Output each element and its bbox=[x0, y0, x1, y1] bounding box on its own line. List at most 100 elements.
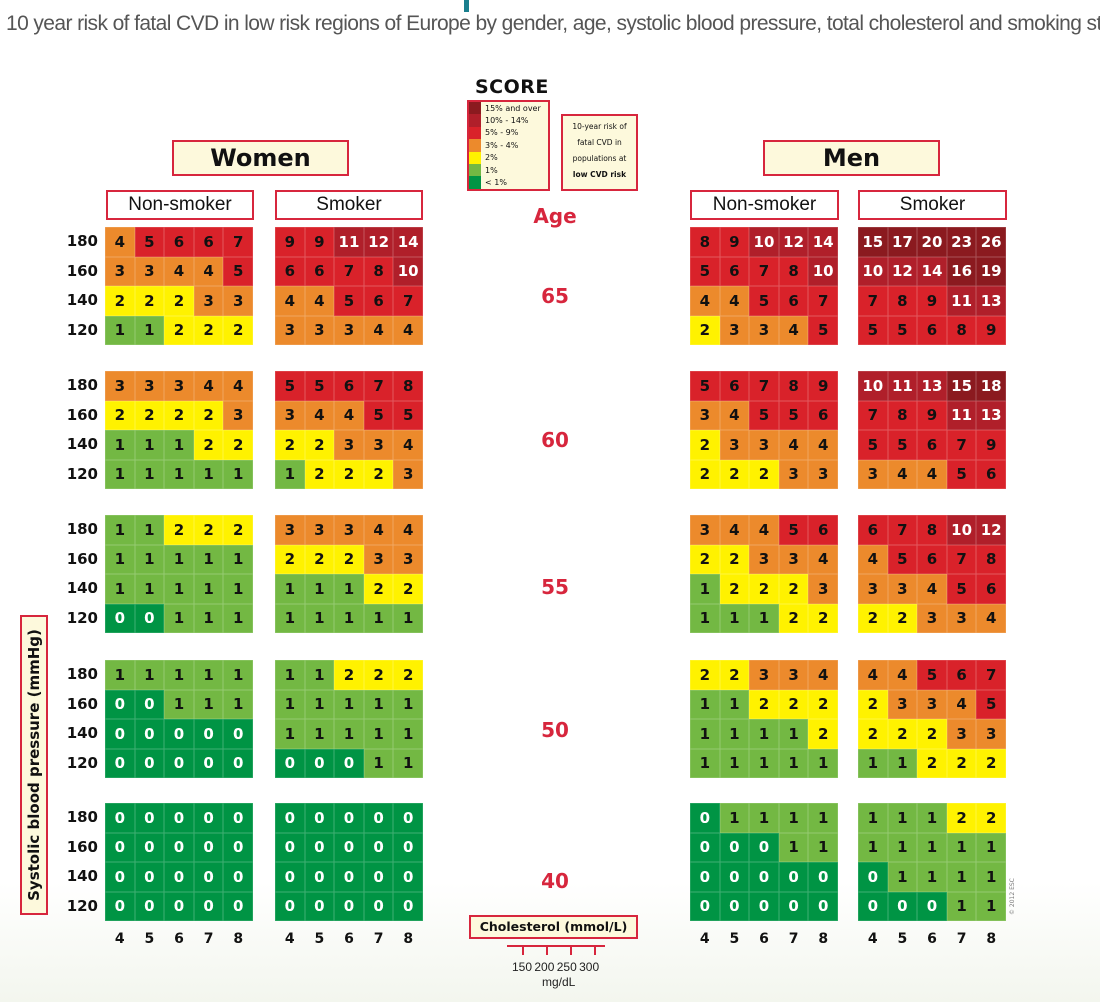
risk-cell: 6 bbox=[719, 371, 750, 401]
risk-cell: 13 bbox=[976, 286, 1006, 316]
risk-cell: 2 bbox=[690, 315, 720, 345]
risk-cell: 10 bbox=[858, 256, 888, 286]
risk-cell: 1 bbox=[946, 832, 977, 862]
risk-cell: 1 bbox=[134, 544, 165, 574]
risk-cell: 0 bbox=[304, 832, 335, 862]
risk-cell: 6 bbox=[363, 286, 394, 316]
risk-cell: 1 bbox=[134, 459, 165, 489]
risk-cell: 0 bbox=[690, 832, 720, 862]
legend-label: 3% - 4% bbox=[485, 140, 519, 150]
risk-cell: 0 bbox=[778, 891, 809, 921]
risk-cell: 0 bbox=[134, 862, 165, 892]
risk-cell: 4 bbox=[887, 660, 918, 690]
risk-cell: 0 bbox=[193, 748, 224, 778]
risk-cell: 0 bbox=[334, 862, 364, 892]
risk-cell: 2 bbox=[917, 719, 947, 749]
risk-cell: 15 bbox=[946, 371, 977, 401]
risk-cell: 1 bbox=[223, 689, 253, 719]
risk-cell: 0 bbox=[134, 719, 165, 749]
risk-cell: 0 bbox=[304, 803, 335, 833]
risk-cell: 4 bbox=[105, 227, 135, 257]
risk-cell: 1 bbox=[105, 660, 135, 690]
risk-cell: 9 bbox=[917, 286, 947, 316]
risk-cell: 5 bbox=[134, 227, 165, 257]
risk-cell: 0 bbox=[275, 832, 305, 862]
risk-cell: 1 bbox=[105, 515, 135, 545]
risk-cell: 1 bbox=[749, 748, 779, 778]
risk-cell: 2 bbox=[749, 574, 779, 604]
risk-cell: 2 bbox=[690, 544, 720, 574]
risk-cell: 2 bbox=[719, 459, 750, 489]
risk-cell: 3 bbox=[304, 515, 335, 545]
risk-cell: 1 bbox=[304, 574, 335, 604]
risk-cell: 0 bbox=[193, 832, 224, 862]
risk-cell: 2 bbox=[164, 286, 194, 316]
mgdl-ticks: 150 200 250 300 bbox=[512, 960, 599, 974]
y-axis-label-text: Systolic blood pressure (mmHg) bbox=[25, 629, 43, 901]
legend-label: 1% bbox=[485, 165, 498, 175]
cholesterol-tick: 5 bbox=[897, 931, 908, 947]
risk-cell: 1 bbox=[363, 603, 394, 633]
risk-cell: 0 bbox=[363, 832, 394, 862]
risk-cell: 5 bbox=[946, 459, 977, 489]
risk-cell: 0 bbox=[778, 862, 809, 892]
risk-cell: 1 bbox=[393, 689, 423, 719]
mgdl-unit: mg/dL bbox=[542, 975, 576, 989]
risk-cell: 0 bbox=[363, 803, 394, 833]
risk-cell: 17 bbox=[887, 227, 918, 257]
risk-cell: 23 bbox=[946, 227, 977, 257]
legend-swatch bbox=[469, 102, 481, 115]
risk-cell: 2 bbox=[858, 719, 888, 749]
risk-cell: 0 bbox=[105, 603, 135, 633]
risk-cell: 6 bbox=[164, 227, 194, 257]
risk-cell: 8 bbox=[887, 400, 918, 430]
risk-cell: 8 bbox=[363, 256, 394, 286]
risk-cell: 2 bbox=[164, 400, 194, 430]
risk-cell: 1 bbox=[164, 603, 194, 633]
risk-cell: 5 bbox=[946, 574, 977, 604]
cholesterol-tick: 4 bbox=[114, 931, 125, 947]
risk-cell: 1 bbox=[193, 603, 224, 633]
risk-cell: 5 bbox=[976, 689, 1006, 719]
risk-cell: 3 bbox=[334, 315, 364, 345]
risk-cell: 20 bbox=[917, 227, 947, 257]
risk-cell: 11 bbox=[946, 286, 977, 316]
risk-cell: 14 bbox=[393, 227, 423, 257]
risk-cell: 0 bbox=[223, 803, 253, 833]
risk-cell: 11 bbox=[334, 227, 364, 257]
mgdl-tick: 150 bbox=[512, 960, 533, 974]
men-header: Men bbox=[763, 140, 940, 176]
risk-cell: 1 bbox=[808, 748, 838, 778]
risk-cell: 9 bbox=[917, 400, 947, 430]
risk-cell: 3 bbox=[917, 603, 947, 633]
risk-cell: 3 bbox=[946, 603, 977, 633]
risk-cell: 3 bbox=[334, 430, 364, 460]
risk-cell: 3 bbox=[690, 515, 720, 545]
risk-cell: 4 bbox=[917, 574, 947, 604]
risk-cell: 0 bbox=[334, 832, 364, 862]
risk-cell: 14 bbox=[917, 256, 947, 286]
risk-cell: 4 bbox=[749, 515, 779, 545]
risk-cell: 4 bbox=[690, 286, 720, 316]
risk-cell: 2 bbox=[334, 544, 364, 574]
risk-cell: 3 bbox=[719, 315, 750, 345]
risk-cell: 1 bbox=[193, 689, 224, 719]
risk-cell: 2 bbox=[363, 574, 394, 604]
risk-cell: 11 bbox=[946, 400, 977, 430]
risk-cell: 1 bbox=[275, 719, 305, 749]
risk-cell: 4 bbox=[887, 459, 918, 489]
risk-cell: 5 bbox=[887, 315, 918, 345]
risk-cell: 3 bbox=[976, 719, 1006, 749]
women-smoker-header: Smoker bbox=[275, 190, 423, 220]
risk-cell: 0 bbox=[858, 862, 888, 892]
risk-cell: 2 bbox=[363, 660, 394, 690]
risk-cell: 13 bbox=[917, 371, 947, 401]
legend-item: < 1% bbox=[469, 176, 548, 189]
risk-cell: 2 bbox=[134, 400, 165, 430]
risk-cell: 19 bbox=[976, 256, 1006, 286]
risk-cell: 9 bbox=[304, 227, 335, 257]
